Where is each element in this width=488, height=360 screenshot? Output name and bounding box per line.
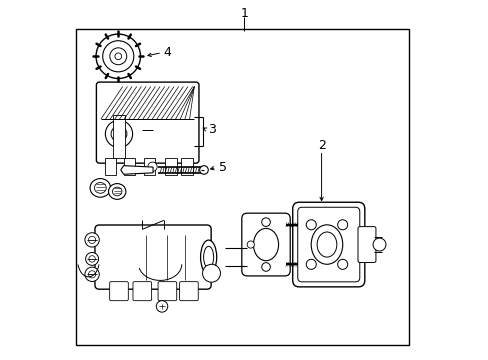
Circle shape xyxy=(102,41,134,72)
Ellipse shape xyxy=(317,232,336,257)
Bar xyxy=(76,30,408,345)
Ellipse shape xyxy=(94,183,106,193)
Circle shape xyxy=(202,264,220,282)
Circle shape xyxy=(247,241,254,248)
Ellipse shape xyxy=(253,228,278,261)
Ellipse shape xyxy=(203,246,213,268)
Circle shape xyxy=(305,259,316,269)
Bar xyxy=(105,158,116,175)
Circle shape xyxy=(372,238,385,251)
Bar xyxy=(124,158,135,175)
Circle shape xyxy=(85,267,99,282)
Text: 1: 1 xyxy=(240,7,248,20)
FancyBboxPatch shape xyxy=(96,82,199,163)
FancyBboxPatch shape xyxy=(297,207,359,282)
Ellipse shape xyxy=(90,179,110,197)
FancyBboxPatch shape xyxy=(95,225,211,289)
FancyBboxPatch shape xyxy=(109,282,128,301)
Circle shape xyxy=(88,236,96,243)
FancyBboxPatch shape xyxy=(179,282,198,301)
Circle shape xyxy=(156,301,167,312)
FancyBboxPatch shape xyxy=(292,202,364,287)
Circle shape xyxy=(305,220,316,230)
Circle shape xyxy=(110,48,126,65)
Ellipse shape xyxy=(108,184,125,199)
FancyBboxPatch shape xyxy=(133,282,151,301)
Circle shape xyxy=(85,252,99,265)
Text: 5: 5 xyxy=(219,161,226,174)
Circle shape xyxy=(147,162,157,171)
Ellipse shape xyxy=(310,225,342,264)
FancyBboxPatch shape xyxy=(357,226,375,262)
Circle shape xyxy=(199,166,208,174)
Bar xyxy=(112,116,125,158)
Polygon shape xyxy=(121,166,153,174)
Circle shape xyxy=(261,263,270,271)
Circle shape xyxy=(337,220,347,230)
Circle shape xyxy=(111,126,126,142)
Bar xyxy=(165,158,176,175)
Circle shape xyxy=(105,120,132,148)
Circle shape xyxy=(261,218,270,226)
Ellipse shape xyxy=(200,240,216,274)
Bar xyxy=(143,158,155,175)
Text: 2: 2 xyxy=(317,139,325,152)
Circle shape xyxy=(89,256,95,262)
Circle shape xyxy=(88,271,96,278)
FancyBboxPatch shape xyxy=(158,282,176,301)
Bar xyxy=(181,158,192,175)
Circle shape xyxy=(96,34,140,78)
Circle shape xyxy=(115,53,122,60)
Text: 3: 3 xyxy=(208,123,216,136)
Circle shape xyxy=(337,259,347,269)
Ellipse shape xyxy=(112,187,122,196)
Text: 4: 4 xyxy=(163,46,171,59)
FancyBboxPatch shape xyxy=(241,213,290,276)
Circle shape xyxy=(85,233,99,247)
